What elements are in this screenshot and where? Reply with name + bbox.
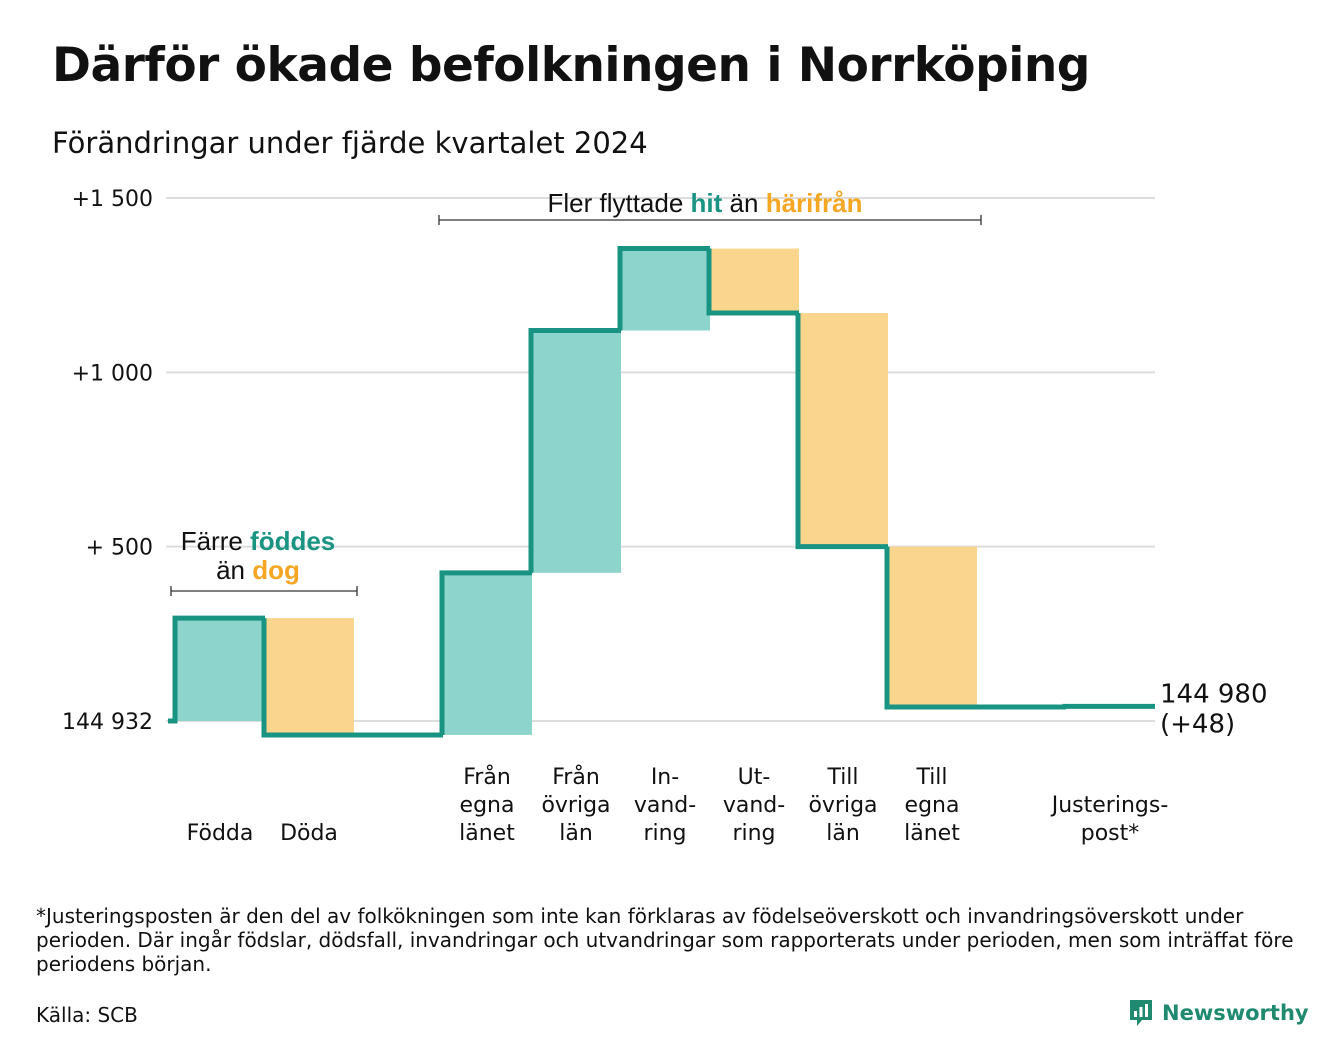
waterfall-bar — [620, 248, 710, 331]
y-tick-label: + 500 — [86, 536, 153, 561]
category-label: vand- — [634, 793, 696, 818]
category-label: övriga — [541, 793, 610, 818]
annotation-part: än — [216, 555, 252, 585]
y-tick-label: +1 500 — [72, 187, 153, 212]
newsworthy-logo-icon — [1130, 1000, 1152, 1026]
category-label: Till — [915, 765, 947, 790]
category-label: Döda — [280, 821, 338, 846]
annotation-part: hit — [691, 188, 723, 218]
category-label: ring — [732, 821, 775, 846]
chart-subtitle: Förändringar under fjärde kvartalet 2024 — [52, 126, 648, 160]
source-label: Källa: SCB — [36, 1003, 138, 1027]
waterfall-bar — [709, 248, 799, 314]
brand-logo: Newsworthy — [1128, 998, 1309, 1028]
waterfall-bar — [442, 572, 532, 735]
category-label: ring — [643, 821, 686, 846]
category-label: Ut- — [738, 765, 771, 790]
category-label: egna — [905, 793, 960, 818]
annotation-migration: Fler flyttade hit än härifrån — [547, 188, 862, 218]
category-label: län — [826, 821, 860, 846]
annotation-part: dog — [252, 555, 300, 585]
annotation-part: Färre — [181, 526, 250, 556]
category-label: län — [559, 821, 593, 846]
waterfall-chart: +1 500 +1 000 + 500 144 932 Födda Döda Från egn… — [62, 187, 1268, 846]
category-label: Från — [463, 764, 511, 790]
end-change-label: (+48) — [1160, 709, 1235, 739]
category-label: Födda — [187, 821, 254, 846]
chart-title: Därför ökade befolkningen i Norrköping — [52, 38, 1090, 93]
category-label: Justerings- — [1050, 793, 1169, 818]
waterfall-bar — [798, 313, 888, 547]
waterfall-bar — [531, 330, 621, 573]
footnote: *Justeringsposten är den del av folkökni… — [36, 904, 1294, 976]
y-tick-label: +1 000 — [72, 361, 153, 386]
category-label: In- — [651, 765, 679, 790]
start-value-label: 144 932 — [62, 710, 153, 735]
annotation-births-deaths-line2: än dog — [216, 555, 300, 585]
annotation-part: föddes — [250, 526, 335, 556]
category-label: Från — [552, 764, 600, 790]
end-value-label: 144 980 — [1160, 679, 1268, 709]
category-label: länet — [904, 821, 960, 846]
category-label: länet — [459, 821, 515, 846]
waterfall-bar — [887, 546, 977, 708]
annotation-births-deaths: Färre föddes — [181, 526, 336, 556]
brand-name: Newsworthy — [1162, 1001, 1309, 1025]
category-label: vand- — [723, 793, 785, 818]
category-label: egna — [460, 793, 515, 818]
category-label: övriga — [808, 793, 877, 818]
category-label: post* — [1081, 821, 1140, 846]
cumulative-step-line — [168, 246, 1155, 738]
waterfall-bar — [264, 618, 354, 735]
annotation-part: än — [722, 188, 765, 218]
waterfall-bar — [175, 618, 265, 721]
annotation-part: härifrån — [766, 188, 863, 218]
annotation-part: Fler flyttade — [547, 188, 690, 218]
category-label: Till — [826, 765, 858, 790]
